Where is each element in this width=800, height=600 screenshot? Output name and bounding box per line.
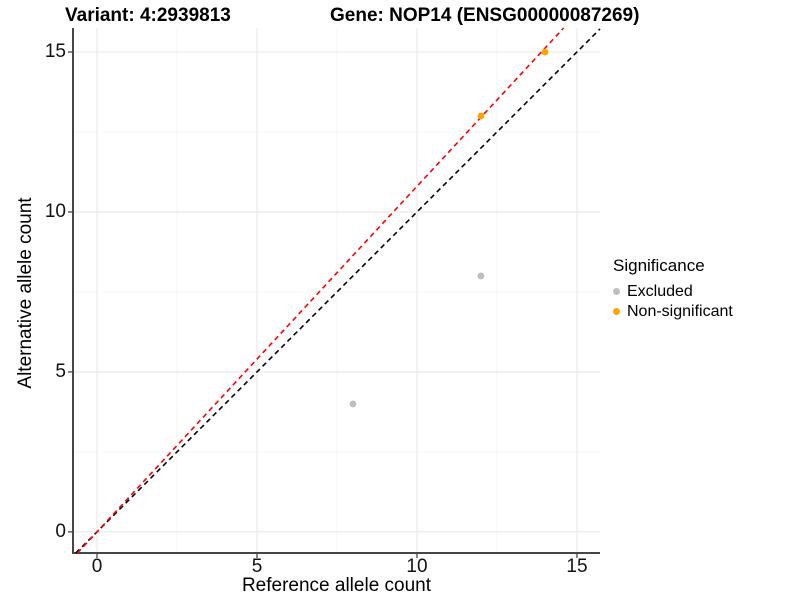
legend-item-non-significant: Non-significant bbox=[613, 303, 733, 320]
legend-item-label: Non-significant bbox=[627, 302, 733, 320]
x-tick-label: 5 bbox=[251, 556, 263, 577]
y-tick-label: 5 bbox=[55, 361, 66, 382]
x-axis-label: Reference allele count bbox=[241, 575, 432, 596]
legend-items: Excluded Non-significant bbox=[613, 283, 733, 320]
x-tick-label: 15 bbox=[566, 556, 588, 577]
data-point-non-significant bbox=[477, 112, 485, 120]
y-tick-label: 0 bbox=[55, 521, 66, 542]
legend-title: Significance bbox=[613, 256, 705, 275]
x-tick-label: 10 bbox=[406, 556, 428, 577]
plot-title-gene: Gene: NOP14 (ENSG00000087269) bbox=[330, 5, 640, 26]
identity-line bbox=[75, 28, 601, 554]
y-tick-label: 15 bbox=[44, 41, 66, 62]
x-tick-label: 0 bbox=[91, 556, 103, 577]
legend-swatch-icon bbox=[613, 288, 620, 295]
y-tick-label: 10 bbox=[44, 201, 66, 222]
legend-swatch-icon bbox=[613, 308, 620, 315]
fit-line bbox=[76, 27, 565, 554]
data-point-excluded bbox=[477, 272, 485, 280]
legend: Significance Excluded Non-significant bbox=[613, 256, 733, 323]
legend-item-label: Excluded bbox=[627, 282, 693, 300]
data-point-excluded bbox=[349, 400, 357, 408]
legend-item-excluded: Excluded bbox=[613, 283, 733, 300]
data-point-non-significant bbox=[541, 48, 549, 56]
y-axis-label: Alternative allele count bbox=[15, 197, 36, 389]
plot-title-variant: Variant: 4:2939813 bbox=[65, 5, 231, 26]
